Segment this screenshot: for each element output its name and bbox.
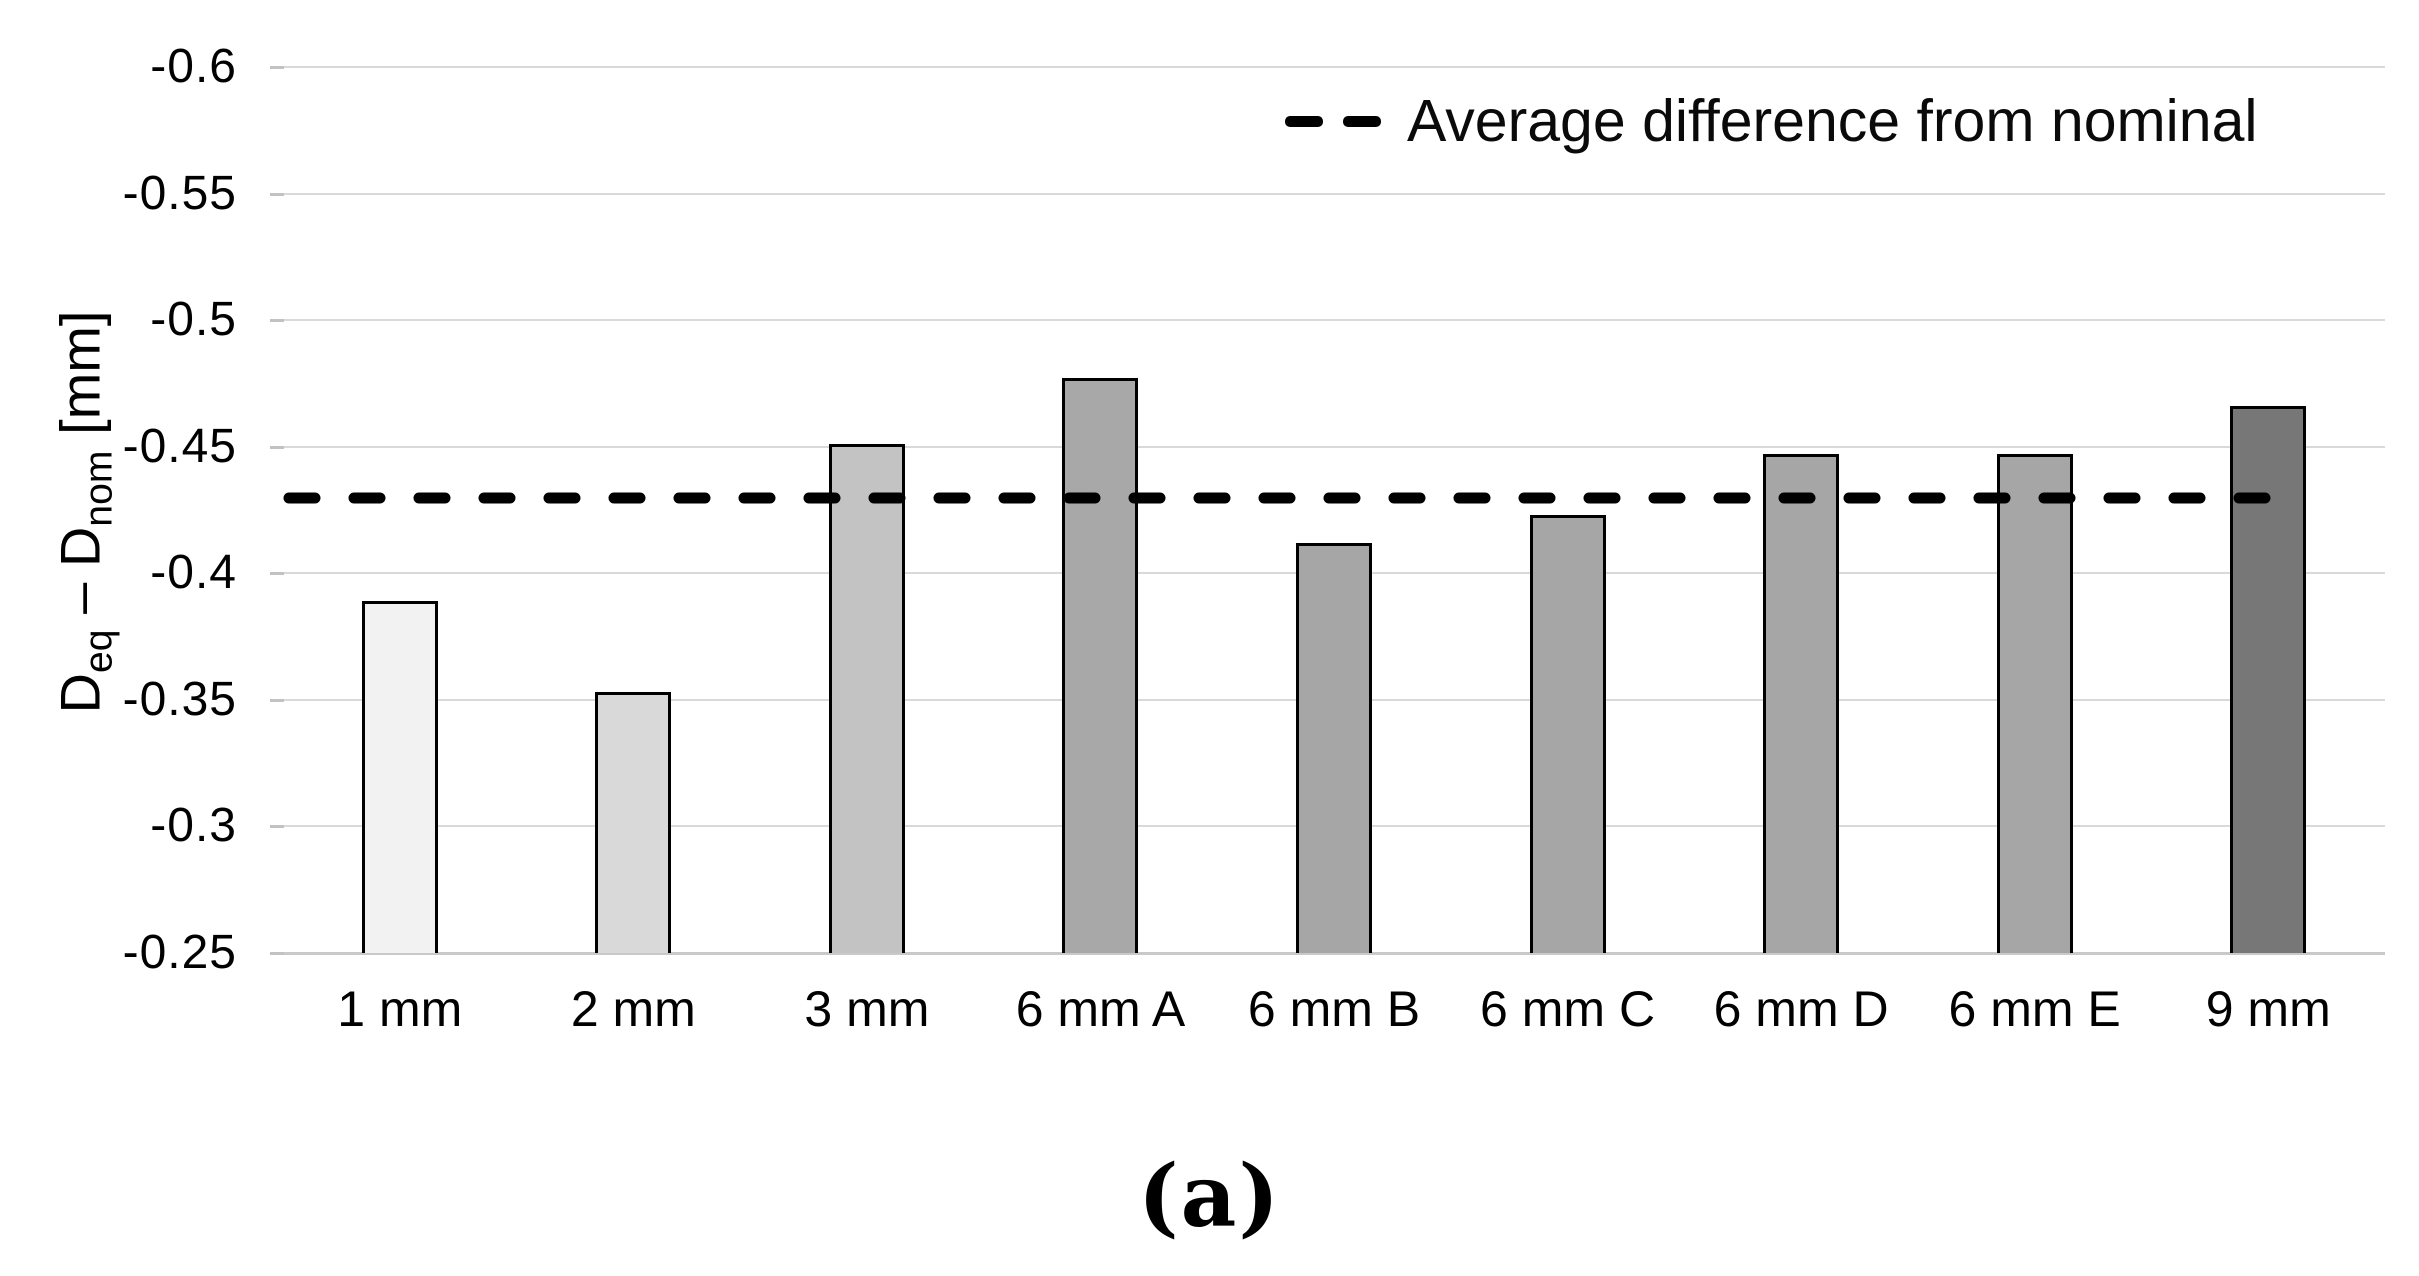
x-axis-label: 6 mm B: [1247, 981, 1421, 1037]
x-axis-label: 6 mm D: [1713, 981, 1889, 1037]
y-axis-title-subscript: nom: [77, 450, 121, 527]
y-tick-label: -0.5: [150, 293, 237, 347]
x-axis-label: 2 mm: [570, 981, 696, 1037]
y-axis-title-text: D: [48, 673, 112, 714]
legend: Average difference from nominal: [1285, 88, 2258, 154]
bar-6-mm-e: [1996, 454, 2073, 953]
y-tick-label: -0.3: [150, 799, 237, 853]
dashed-line: [283, 492, 2293, 504]
y-axis-tick: [270, 698, 284, 702]
legend-label: Average difference from nominal: [1407, 88, 2258, 154]
y-axis-title-text: [mm]: [48, 310, 112, 451]
legend-dash-icon: [1285, 115, 1323, 127]
x-axis-label: 9 mm: [2205, 981, 2331, 1037]
bar-1-mm: [361, 601, 438, 953]
gridline: [283, 66, 2385, 68]
y-axis-title-text: –: [48, 567, 112, 630]
x-axis-label: 6 mm A: [1015, 981, 1186, 1037]
y-axis-tick: [270, 952, 284, 955]
y-tick-label: -0.6: [150, 40, 237, 93]
y-axis-title-subscript: eq: [77, 629, 121, 674]
y-axis-title: Deq – Dnom [mm]: [48, 310, 121, 714]
x-axis-label: 1 mm: [337, 981, 463, 1037]
y-tick-label: -0.45: [122, 419, 237, 473]
y-axis-tick: [270, 319, 284, 323]
bar-2-mm: [595, 692, 672, 953]
bar-9-mm: [2230, 406, 2307, 953]
y-axis-tick: [270, 825, 284, 829]
y-axis-tick: [270, 572, 284, 576]
gridline: [283, 952, 2385, 955]
bar-6-mm-c: [1529, 515, 1606, 953]
gridline: [283, 192, 2385, 195]
legend-dash-icon: [1343, 115, 1381, 127]
y-axis-tick: [270, 66, 284, 69]
gridline: [283, 319, 2385, 322]
x-axis-label: 6 mm E: [1948, 981, 2121, 1037]
x-axis-label: 3 mm: [804, 981, 930, 1037]
y-axis-title-text: D: [48, 526, 112, 568]
y-axis-tick: [270, 192, 284, 196]
bar-3-mm: [828, 444, 905, 953]
x-axis-label: 6 mm C: [1480, 981, 1656, 1037]
bar-6-mm-d: [1763, 454, 1840, 953]
bar-6-mm-b: [1296, 542, 1372, 953]
dashed-line-legend-marker: [1285, 115, 1381, 127]
y-axis-tick: [270, 445, 284, 449]
y-tick-label: -0.35: [122, 672, 237, 726]
figure-caption: (a): [1137, 1146, 1282, 1247]
y-tick-label: -0.4: [150, 546, 237, 600]
y-tick-label: -0.55: [122, 166, 237, 220]
plot-area: [283, 66, 2385, 955]
y-tick-label: -0.25: [122, 926, 237, 979]
gridline: [283, 445, 2385, 448]
bar-6-mm-a: [1062, 378, 1139, 953]
average-line: [283, 491, 2293, 504]
